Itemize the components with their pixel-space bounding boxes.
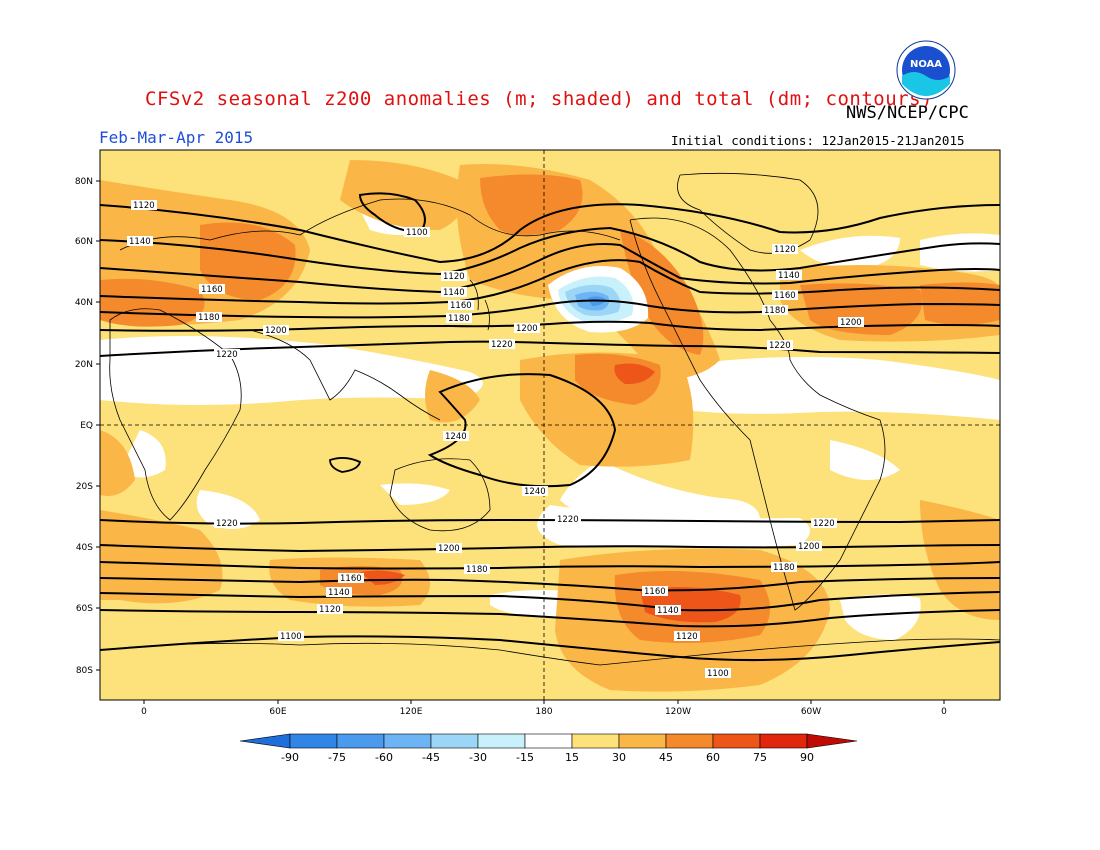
contour-label-1240: 1240 <box>445 432 467 442</box>
colorbar-tick-label: 90 <box>800 751 814 764</box>
colorbar-tick-label: -30 <box>469 751 487 764</box>
colorbar-bin <box>289 733 338 749</box>
colorbar-bin <box>477 733 526 749</box>
lat-tick-label: 40S <box>76 543 93 553</box>
contour-label-1180: 1180 <box>198 313 220 323</box>
contour-label-1120: 1120 <box>133 201 155 211</box>
lat-tick-label: 60S <box>76 604 93 614</box>
lon-tick-label: 120W <box>665 707 691 717</box>
contour-label-1200-c: 1200 <box>840 318 862 328</box>
contour-label-1140-c: 1140 <box>778 271 800 281</box>
lon-tick-label: 120E <box>400 707 423 717</box>
contour-label-s1220-b: 1220 <box>557 515 579 525</box>
contour-label-1100: 1100 <box>406 228 428 238</box>
colorbar-tick-label: 15 <box>565 751 579 764</box>
contour-label-1140-b: 1140 <box>443 288 465 298</box>
lat-tick-label: EQ <box>80 421 93 431</box>
agency-label: NWS/NCEP/CPC <box>846 103 969 123</box>
latitude-axis: 80N 60N 40N 20N EQ 20S 40S 60S 80S <box>75 177 100 676</box>
colorbar-max-arrow <box>806 733 858 749</box>
contour-labels-north: 1120 1140 1160 1180 1200 1220 1100 1120 … <box>127 200 864 360</box>
lon-tick-label: 0 <box>141 707 147 717</box>
colorbar-bin <box>665 733 714 749</box>
contour-label-s1100-b: 1100 <box>707 669 729 679</box>
contour-label-1140: 1140 <box>129 237 151 247</box>
lon-tick-label: 180 <box>535 707 552 717</box>
contour-labels-tropics: 1240 1240 <box>443 431 548 497</box>
colorbar-bin <box>383 733 432 749</box>
forecast-period: Feb-Mar-Apr 2015 <box>99 128 254 147</box>
colorbar-bin <box>430 733 479 749</box>
colorbar-tick-label: 30 <box>612 751 626 764</box>
contour-label-1180-b: 1180 <box>448 314 470 324</box>
contour-label-s1140-b: 1140 <box>657 606 679 616</box>
colorbar-tick-label: 60 <box>706 751 720 764</box>
colorbar-bin <box>712 733 761 749</box>
colorbar-tick-label: 75 <box>753 751 767 764</box>
anomaly-shading: 1120 1140 1160 1180 1200 1220 1100 1120 … <box>100 150 1000 700</box>
lat-tick-label: 80S <box>76 666 93 676</box>
colorbar-bin <box>618 733 667 749</box>
colorbar-tick-label: -75 <box>328 751 346 764</box>
contour-label-s1160-b: 1160 <box>644 587 666 597</box>
lat-tick-label: 80N <box>75 177 93 187</box>
contour-label-1180-c: 1180 <box>764 306 786 316</box>
contour-label-1220-b: 1220 <box>491 340 513 350</box>
contour-label-s1220-c: 1220 <box>813 519 835 529</box>
colorbar-min-arrow <box>239 733 291 749</box>
contour-label-s1180-b: 1180 <box>773 563 795 573</box>
contour-labels-south: 1220 1220 1220 1200 1200 1180 1180 1160 … <box>214 514 837 679</box>
colorbar-bin <box>524 733 573 749</box>
lat-tick-label: 60N <box>75 237 93 247</box>
contour-label-1200: 1200 <box>265 326 287 336</box>
contour-label-s1160: 1160 <box>340 574 362 584</box>
colorbar-bin <box>759 733 808 749</box>
lat-tick-label: 20S <box>76 482 93 492</box>
contour-label-1160-c: 1160 <box>774 291 796 301</box>
lon-tick-label: 60W <box>801 707 821 717</box>
contour-label-s1120-b: 1120 <box>676 632 698 642</box>
near-zero-regions <box>100 209 1000 640</box>
noaa-logo-icon: NOAA <box>896 40 956 100</box>
colorbar-tick-label: -60 <box>375 751 393 764</box>
logo-text: NOAA <box>910 59 942 70</box>
longitude-axis: 0 60E 120E 180 120W 60W 0 <box>141 700 947 717</box>
lon-tick-label: 60E <box>269 707 286 717</box>
colorbar-tick-label: -45 <box>422 751 440 764</box>
contour-label-s1200: 1200 <box>438 544 460 554</box>
colorbar: -90 -75 -60 -45 -30 -15 15 30 45 60 75 90 <box>239 733 858 764</box>
contour-label-1160: 1160 <box>201 285 223 295</box>
contour-label-1200-b: 1200 <box>516 324 538 334</box>
contour-label-s1100: 1100 <box>280 632 302 642</box>
height-contours <box>100 192 1000 662</box>
contour-label-s1140: 1140 <box>328 588 350 598</box>
colorbar-tick-label: 45 <box>659 751 673 764</box>
lat-tick-label: 20N <box>75 360 93 370</box>
contour-label-1120-c: 1120 <box>774 245 796 255</box>
colorbar-tick-label: -15 <box>516 751 534 764</box>
chart-title: CFSv2 seasonal z200 anomalies (m; shaded… <box>145 88 933 110</box>
contour-label-s1200-b: 1200 <box>798 542 820 552</box>
contour-label-1220-c: 1220 <box>769 341 791 351</box>
lat-tick-label: 40N <box>75 298 93 308</box>
contour-label-1220: 1220 <box>216 350 238 360</box>
lon-tick-label: 0 <box>941 707 947 717</box>
contour-label-1240-b: 1240 <box>524 487 546 497</box>
contour-label-1160-b: 1160 <box>450 301 472 311</box>
contour-label-s1220: 1220 <box>216 519 238 529</box>
colorbar-bin <box>336 733 385 749</box>
initial-conditions: Initial conditions: 12Jan2015-21Jan2015 <box>671 133 965 148</box>
contour-label-s1180: 1180 <box>466 565 488 575</box>
colorbar-tick-label: -90 <box>281 751 299 764</box>
contour-label-1120-b: 1120 <box>443 272 465 282</box>
contour-label-s1120: 1120 <box>319 605 341 615</box>
colorbar-bin <box>571 733 620 749</box>
